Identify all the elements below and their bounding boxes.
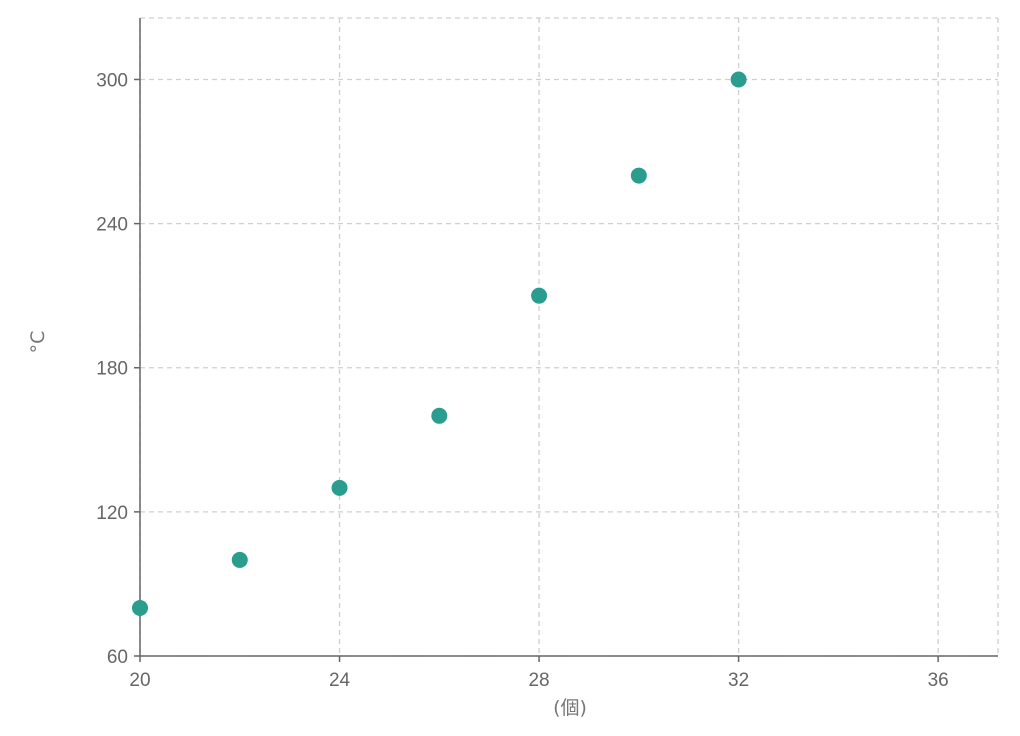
y-tick-label: 180	[96, 359, 128, 380]
data-point	[431, 407, 448, 424]
x-axis-title: (個)	[553, 697, 587, 719]
y-tick-label: 300	[96, 70, 128, 91]
x-tick-label: 20	[129, 670, 150, 691]
x-tick-label: 28	[528, 670, 549, 691]
x-tick-label: 24	[329, 670, 351, 691]
tick-labels: 20 24 28 32 36 60 120 180 240 300	[96, 70, 948, 691]
data-point	[231, 551, 248, 568]
data-point	[630, 167, 647, 184]
y-tick-label: 240	[96, 215, 128, 236]
data-point	[331, 479, 348, 496]
x-tick-label: 32	[728, 670, 749, 691]
grid	[139, 17, 999, 657]
x-tick-label: 36	[928, 670, 949, 691]
data-point	[132, 599, 148, 616]
axes	[134, 18, 998, 662]
y-tick-label: 120	[96, 503, 128, 524]
data-point	[730, 71, 747, 88]
data-point	[531, 287, 548, 304]
data-points	[132, 71, 747, 616]
y-axis-title: °C	[27, 331, 49, 354]
y-tick-label: 60	[107, 647, 128, 668]
